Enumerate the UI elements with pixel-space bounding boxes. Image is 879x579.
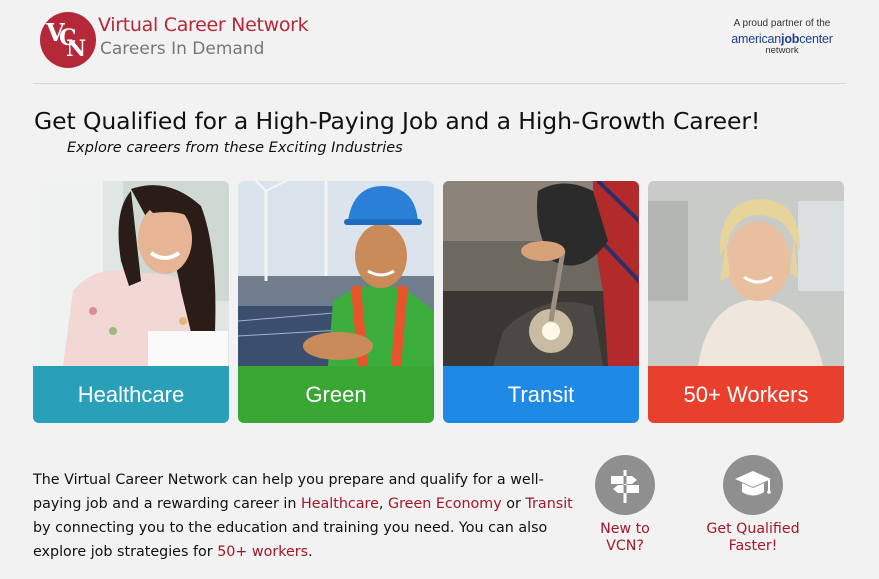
signpost-icon bbox=[595, 455, 655, 515]
vcn-logo[interactable]: V C N Virtual Career Network Careers In … bbox=[40, 10, 309, 68]
get-qualified-faster-button[interactable]: Get Qualified Faster! bbox=[693, 455, 813, 554]
site-header: V C N Virtual Career Network Careers In … bbox=[0, 0, 879, 84]
transit-photo bbox=[443, 181, 639, 366]
link-50-plus-workers[interactable]: 50+ workers bbox=[217, 544, 309, 560]
partner-line3: network bbox=[765, 45, 799, 56]
tile-label-healthcare: Healthcare bbox=[33, 366, 229, 423]
link-green-economy[interactable]: Green Economy bbox=[388, 496, 502, 512]
get-qualified-line2: Faster! bbox=[728, 537, 778, 554]
workers-photo bbox=[648, 181, 844, 366]
partner-brand-a: american bbox=[731, 32, 782, 46]
american-job-center-partner-logo[interactable]: A proud partner of the americanjobcenter… bbox=[722, 18, 842, 56]
header-divider bbox=[33, 83, 846, 84]
tile-label-transit: Transit bbox=[443, 366, 639, 423]
partner-line1: A proud partner of the bbox=[733, 18, 831, 29]
intro-text-3: or bbox=[501, 496, 526, 512]
tile-healthcare[interactable]: Healthcare bbox=[33, 181, 229, 423]
vcn-logo-mark: V C N bbox=[40, 12, 96, 68]
tile-label-green: Green bbox=[238, 366, 434, 423]
logo-title: Virtual Career Network bbox=[98, 14, 309, 36]
intro-text-4: by connecting you to the education and t… bbox=[33, 520, 548, 560]
green-photo bbox=[238, 181, 434, 366]
get-qualified-line1: Get Qualified bbox=[706, 521, 800, 537]
intro-paragraph: The Virtual Career Network can help you … bbox=[33, 468, 573, 564]
partner-brand: americanjobcenter bbox=[722, 32, 842, 46]
get-qualified-faster-label: Get Qualified Faster! bbox=[693, 521, 813, 554]
tile-50-plus-workers[interactable]: 50+ Workers bbox=[648, 181, 844, 423]
new-to-vcn-line1: New to bbox=[600, 521, 650, 537]
page-subline: Explore careers from these Exciting Indu… bbox=[67, 140, 403, 156]
new-to-vcn-label: New to VCN? bbox=[565, 521, 685, 554]
link-healthcare[interactable]: Healthcare bbox=[300, 496, 379, 512]
intro-text-2: , bbox=[378, 496, 389, 512]
logo-subtitle: Careers In Demand bbox=[100, 39, 265, 59]
link-transit[interactable]: Transit bbox=[525, 496, 573, 512]
partner-brand-c: center bbox=[799, 32, 833, 46]
new-to-vcn-button[interactable]: New to VCN? bbox=[565, 455, 685, 554]
tile-label-50-plus-workers: 50+ Workers bbox=[648, 366, 844, 423]
new-to-vcn-line2: VCN? bbox=[606, 537, 644, 554]
partner-brand-b: job bbox=[781, 32, 800, 46]
tile-green[interactable]: Green bbox=[238, 181, 434, 423]
intro-text-1: The Virtual Career Network can help you … bbox=[33, 472, 544, 512]
industry-tiles: Healthcare Green bbox=[33, 181, 845, 423]
intro-text-5: . bbox=[308, 544, 313, 560]
page-headline: Get Qualified for a High-Paying Job and … bbox=[34, 107, 761, 135]
graduation-cap-icon bbox=[723, 455, 783, 515]
healthcare-photo bbox=[33, 181, 229, 366]
tile-transit[interactable]: Transit bbox=[443, 181, 639, 423]
